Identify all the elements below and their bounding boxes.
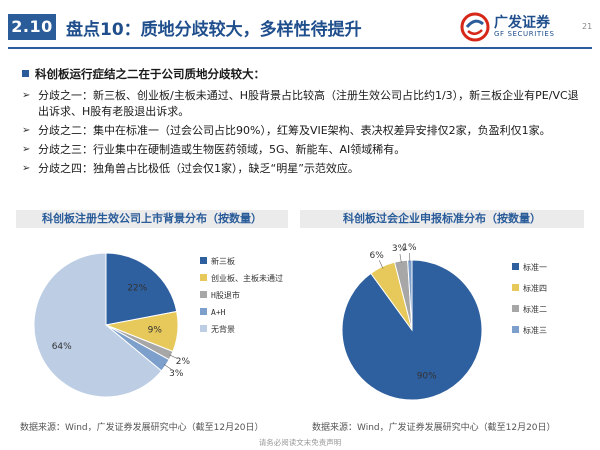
- pie-slice-label: 9%: [148, 326, 163, 336]
- brand-logo-icon: [460, 12, 490, 42]
- pie-slice-label: 64%: [52, 342, 72, 352]
- brand-name-cn: 广发证券: [494, 15, 550, 31]
- legend-swatch: [512, 305, 519, 312]
- list-item: ➢ 分歧之四：独角兽占比极低（过会仅1家），缺乏“明星”示范效应。: [22, 161, 588, 177]
- arrow-bullet-icon: ➢: [22, 144, 31, 155]
- point-list: ➢ 分歧之一：新三板、创业板/主板未通过、H股背景占比较高（注册生效公司占比约1/…: [22, 88, 588, 180]
- brand-name-en: GF SECURITIES: [494, 30, 555, 38]
- point-text: 分歧之一：新三板、创业板/主板未通过、H股背景占比较高（注册生效公司占比约1/3…: [38, 89, 579, 118]
- brand-logo: 广发证券 GF SECURITIES: [460, 10, 580, 44]
- disclaimer-footer: 请务必阅读文末免责声明: [258, 438, 342, 447]
- list-item: ➢ 分歧之一：新三板、创业板/主板未通过、H股背景占比较高（注册生效公司占比约1/…: [22, 88, 588, 120]
- arrow-bullet-icon: ➢: [22, 163, 31, 174]
- list-item: ➢ 分歧之二：集中在标准一（过会公司占比90%），红筹及VIE架构、表决权差异安排…: [22, 123, 588, 139]
- header-divider: [8, 47, 592, 49]
- legend-label: 无背景: [211, 324, 235, 334]
- pie-slice-label: 90%: [417, 371, 437, 381]
- section-number: 2.10: [8, 14, 56, 40]
- pie-slice-label: 2%: [176, 357, 191, 367]
- right-chart-source: 数据来源：Wind，广发证券发展研究中心（截至12月20日）: [312, 423, 556, 433]
- right-chart-header: 科创板过会企业申报标准分布（按数量）: [300, 210, 584, 228]
- pie-leader-line: [378, 260, 384, 269]
- pie-slice: [33, 252, 163, 398]
- page-number: 21: [582, 22, 593, 31]
- legend-swatch: [200, 257, 207, 264]
- legend-label: 标准四: [523, 283, 547, 293]
- legend-label: 创业板、主板未通过: [211, 273, 283, 283]
- pie-slice-label: 3%: [392, 244, 407, 254]
- pie-leader-line: [399, 253, 402, 263]
- point-text: 分歧之四：独角兽占比极低（过会仅1家），缺乏“明星”示范效应。: [38, 162, 359, 175]
- arrow-bullet-icon: ➢: [22, 90, 31, 101]
- legend-swatch: [512, 263, 519, 270]
- legend-swatch: [200, 274, 207, 281]
- legend-label: 标准一: [523, 262, 547, 272]
- legend-swatch: [512, 326, 519, 333]
- point-text: 分歧之二：集中在标准一（过会公司占比90%），红筹及VIE架构、表决权差异安排仅…: [38, 124, 551, 137]
- legend-label: 新三板: [211, 256, 235, 266]
- pie-slice-label: 22%: [127, 283, 147, 293]
- legend-label: H股退市: [211, 290, 240, 300]
- legend-swatch: [200, 325, 207, 332]
- legend-swatch: [200, 308, 207, 315]
- list-item: ➢ 分歧之三：行业集中在硬制造或生物医药领域，5G、新能车、AI领域稀有。: [22, 142, 588, 158]
- square-bullet-icon: [22, 70, 29, 77]
- left-chart-header: 科创板注册生效公司上市背景分布（按数量）: [16, 210, 288, 228]
- arrow-bullet-icon: ➢: [22, 125, 31, 136]
- legend-label: 标准二: [523, 304, 547, 314]
- pie-slice-label: 3%: [169, 369, 184, 379]
- pie-slice: [105, 252, 178, 326]
- legend-swatch: [512, 284, 519, 291]
- legend-swatch: [200, 291, 207, 298]
- point-text: 分歧之三：行业集中在硬制造或生物医药领域，5G、新能车、AI领域稀有。: [38, 143, 406, 156]
- pie-slice-label: 6%: [370, 251, 385, 261]
- pie-leader-line: [163, 364, 172, 370]
- page-title: 盘点10：质地分歧较大，多样性待提升: [66, 20, 362, 40]
- legend-label: 标准三: [523, 325, 547, 335]
- main-bullet: 科创板运行症结之二在于公司质地分歧较大：: [22, 66, 582, 82]
- main-bullet-text: 科创板运行症结之二在于公司质地分歧较大：: [35, 67, 265, 81]
- pie-leader-line: [169, 354, 178, 359]
- legend-label: A+H: [211, 308, 226, 317]
- left-chart-source: 数据来源：Wind，广发证券发展研究中心（截至12月20日）: [20, 423, 264, 433]
- pie-slice-label: 1%: [402, 243, 417, 253]
- slide-header: 2.10 盘点10：质地分歧较大，多样性待提升 广发证券 GF SECURITI…: [0, 0, 600, 52]
